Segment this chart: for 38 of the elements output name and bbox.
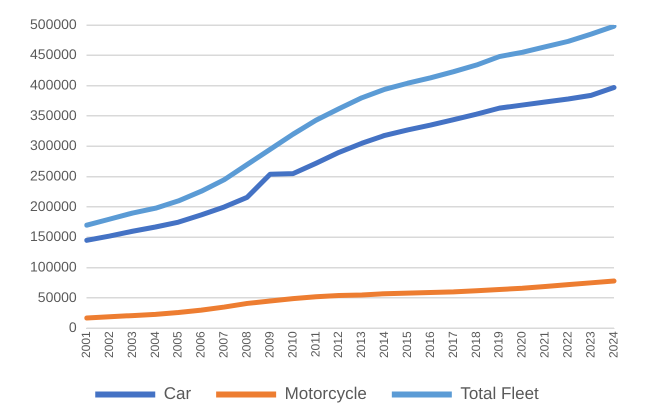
x-tick-label: 2001 xyxy=(79,330,94,358)
y-tick-label: 200000 xyxy=(30,198,77,214)
y-tick-label: 500000 xyxy=(30,16,77,32)
legend-label: Motorcycle xyxy=(284,384,367,404)
y-tick-label: 50000 xyxy=(38,288,77,305)
y-tick-label: 100000 xyxy=(30,258,77,275)
x-tick-label: 2006 xyxy=(194,330,208,358)
x-tick-label: 2003 xyxy=(124,330,139,358)
x-tick-label: 2016 xyxy=(422,330,437,358)
y-tick-label: 300000 xyxy=(30,137,77,154)
x-tick-label: 2013 xyxy=(354,330,368,358)
x-tick-label: 2023 xyxy=(583,330,598,358)
x-tick-label: 2024 xyxy=(606,330,620,358)
x-tick-label: 2018 xyxy=(468,330,483,358)
legend-label: Total Fleet xyxy=(460,384,540,404)
y-tick-label: 0 xyxy=(68,319,77,336)
x-tick-label: 2011 xyxy=(308,330,322,358)
y-tick-label: 450000 xyxy=(30,46,77,62)
x-tick-label: 2002 xyxy=(102,330,116,358)
x-tick-label: 2020 xyxy=(514,330,529,358)
y-tick-label: 350000 xyxy=(30,106,77,123)
x-tick-label: 2022 xyxy=(560,330,574,358)
x-tick-label: 2005 xyxy=(170,330,185,358)
y-tick-label: 150000 xyxy=(30,228,77,244)
x-tick-label: 2021 xyxy=(538,330,552,358)
x-tick-label: 2010 xyxy=(285,330,300,358)
x-tick-label: 2009 xyxy=(262,330,276,358)
x-tick-label: 2014 xyxy=(377,330,392,358)
x-tick-label: 2004 xyxy=(148,330,162,358)
x-tick-label: 2015 xyxy=(400,330,414,358)
legend-label: Car xyxy=(164,384,192,404)
y-tick-label: 400000 xyxy=(30,76,77,93)
y-tick-label: 250000 xyxy=(30,168,77,184)
x-tick-label: 2012 xyxy=(331,330,346,358)
x-tick-label: 2019 xyxy=(492,330,506,358)
x-tick-label: 2017 xyxy=(446,330,460,358)
x-tick-label: 2008 xyxy=(240,330,254,358)
x-tick-label: 2007 xyxy=(216,330,231,358)
